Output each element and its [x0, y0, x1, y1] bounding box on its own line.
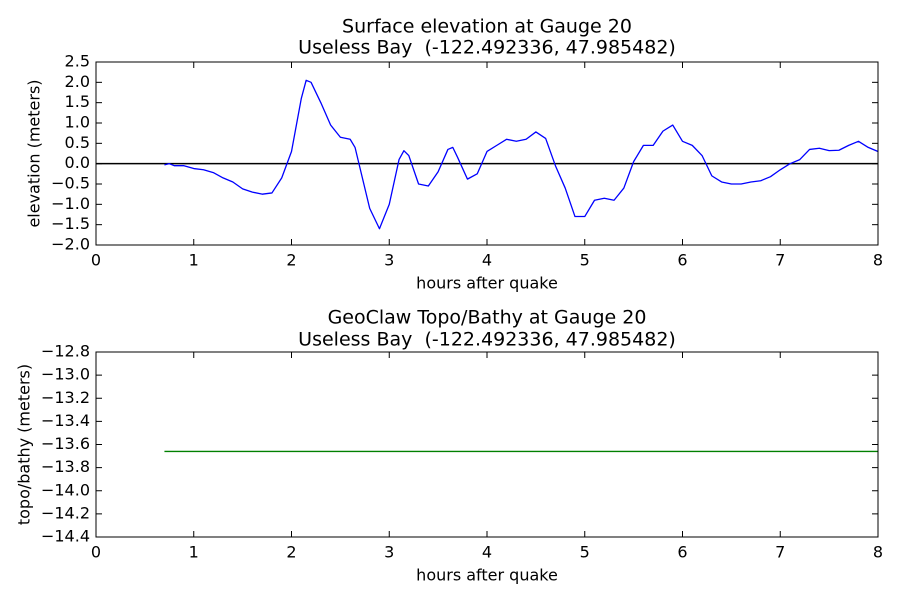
- x-axis-label: hours after quake: [416, 274, 558, 293]
- chart-title: GeoClaw Topo/Bathy at Gauge 20: [328, 307, 647, 329]
- plot-frame: [95, 351, 879, 538]
- x-tick-label: 6: [677, 543, 687, 562]
- y-tick-label: −0.5: [51, 174, 90, 193]
- x-tick-label: 1: [189, 251, 199, 270]
- y-tick-label: 0.0: [65, 153, 90, 172]
- y-tick-label: 1.0: [65, 113, 90, 132]
- y-tick-label: 0.5: [65, 133, 90, 152]
- y-tick-label: −14.2: [41, 503, 90, 522]
- y-tick-label: −13.0: [41, 365, 90, 384]
- plot-frame: [95, 61, 879, 246]
- y-axis-label: elevation (meters): [25, 79, 44, 227]
- y-tick-label: 2.5: [65, 52, 90, 71]
- y-tick-label: −13.2: [41, 388, 90, 407]
- y-tick-label: −1.5: [51, 214, 90, 233]
- y-tick-label: −12.8: [41, 342, 90, 361]
- chart-title: Useless Bay (-122.492336, 47.985482): [298, 37, 676, 59]
- series-line: [164, 79, 879, 230]
- y-tick-label: 2.0: [65, 72, 90, 91]
- y-tick-label: 1.5: [65, 92, 90, 111]
- y-tick-label: −13.4: [41, 411, 90, 430]
- x-tick-label: 5: [580, 251, 590, 270]
- y-tick-label: −14.0: [41, 480, 90, 499]
- x-tick-label: 6: [677, 251, 687, 270]
- chart-title: Useless Bay (-122.492336, 47.985482): [298, 329, 676, 351]
- y-tick-label: −13.8: [41, 457, 90, 476]
- x-tick-label: 7: [775, 543, 785, 562]
- y-tick-label: −13.6: [41, 434, 90, 453]
- x-tick-label: 3: [384, 543, 394, 562]
- x-tick-label: 0: [91, 543, 101, 562]
- y-tick-label: −2.0: [51, 235, 90, 254]
- x-tick-label: 2: [286, 251, 296, 270]
- x-axis-label: hours after quake: [416, 566, 558, 585]
- x-tick-label: 3: [384, 251, 394, 270]
- x-tick-label: 4: [482, 543, 492, 562]
- y-tick-label: −14.4: [41, 527, 90, 546]
- x-tick-label: 2: [286, 543, 296, 562]
- x-tick-label: 1: [189, 543, 199, 562]
- x-tick-label: 7: [775, 251, 785, 270]
- x-tick-label: 4: [482, 251, 492, 270]
- y-axis-label: topo/bathy (meters): [15, 364, 34, 525]
- chart-title: Surface elevation at Gauge 20: [342, 16, 632, 38]
- x-tick-label: 0: [91, 251, 101, 270]
- x-tick-label: 5: [580, 543, 590, 562]
- x-tick-label: 8: [873, 251, 883, 270]
- x-tick-label: 8: [873, 543, 883, 562]
- y-tick-label: −1.0: [51, 194, 90, 213]
